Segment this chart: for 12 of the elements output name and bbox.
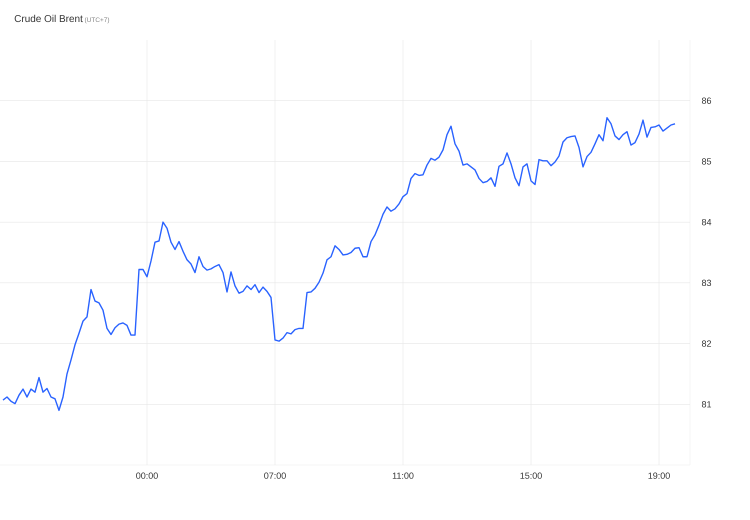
x-tick-label: 07:00 — [264, 472, 286, 479]
x-tick-label: 11:00 — [392, 472, 414, 479]
y-tick-label: 86 — [702, 98, 712, 104]
x-tick-label: 00:00 — [136, 472, 158, 479]
y-tick-label: 82 — [702, 340, 712, 347]
y-tick-label: 85 — [702, 158, 712, 165]
y-tick-label: 81 — [702, 401, 712, 408]
y-tick-label: 83 — [702, 280, 712, 286]
x-tick-label: 15:00 — [520, 472, 542, 479]
x-tick-label: 19:00 — [648, 472, 670, 479]
chart-title: Crude Oil Brent — [14, 14, 83, 22]
y-tick-label: 84 — [702, 218, 712, 226]
